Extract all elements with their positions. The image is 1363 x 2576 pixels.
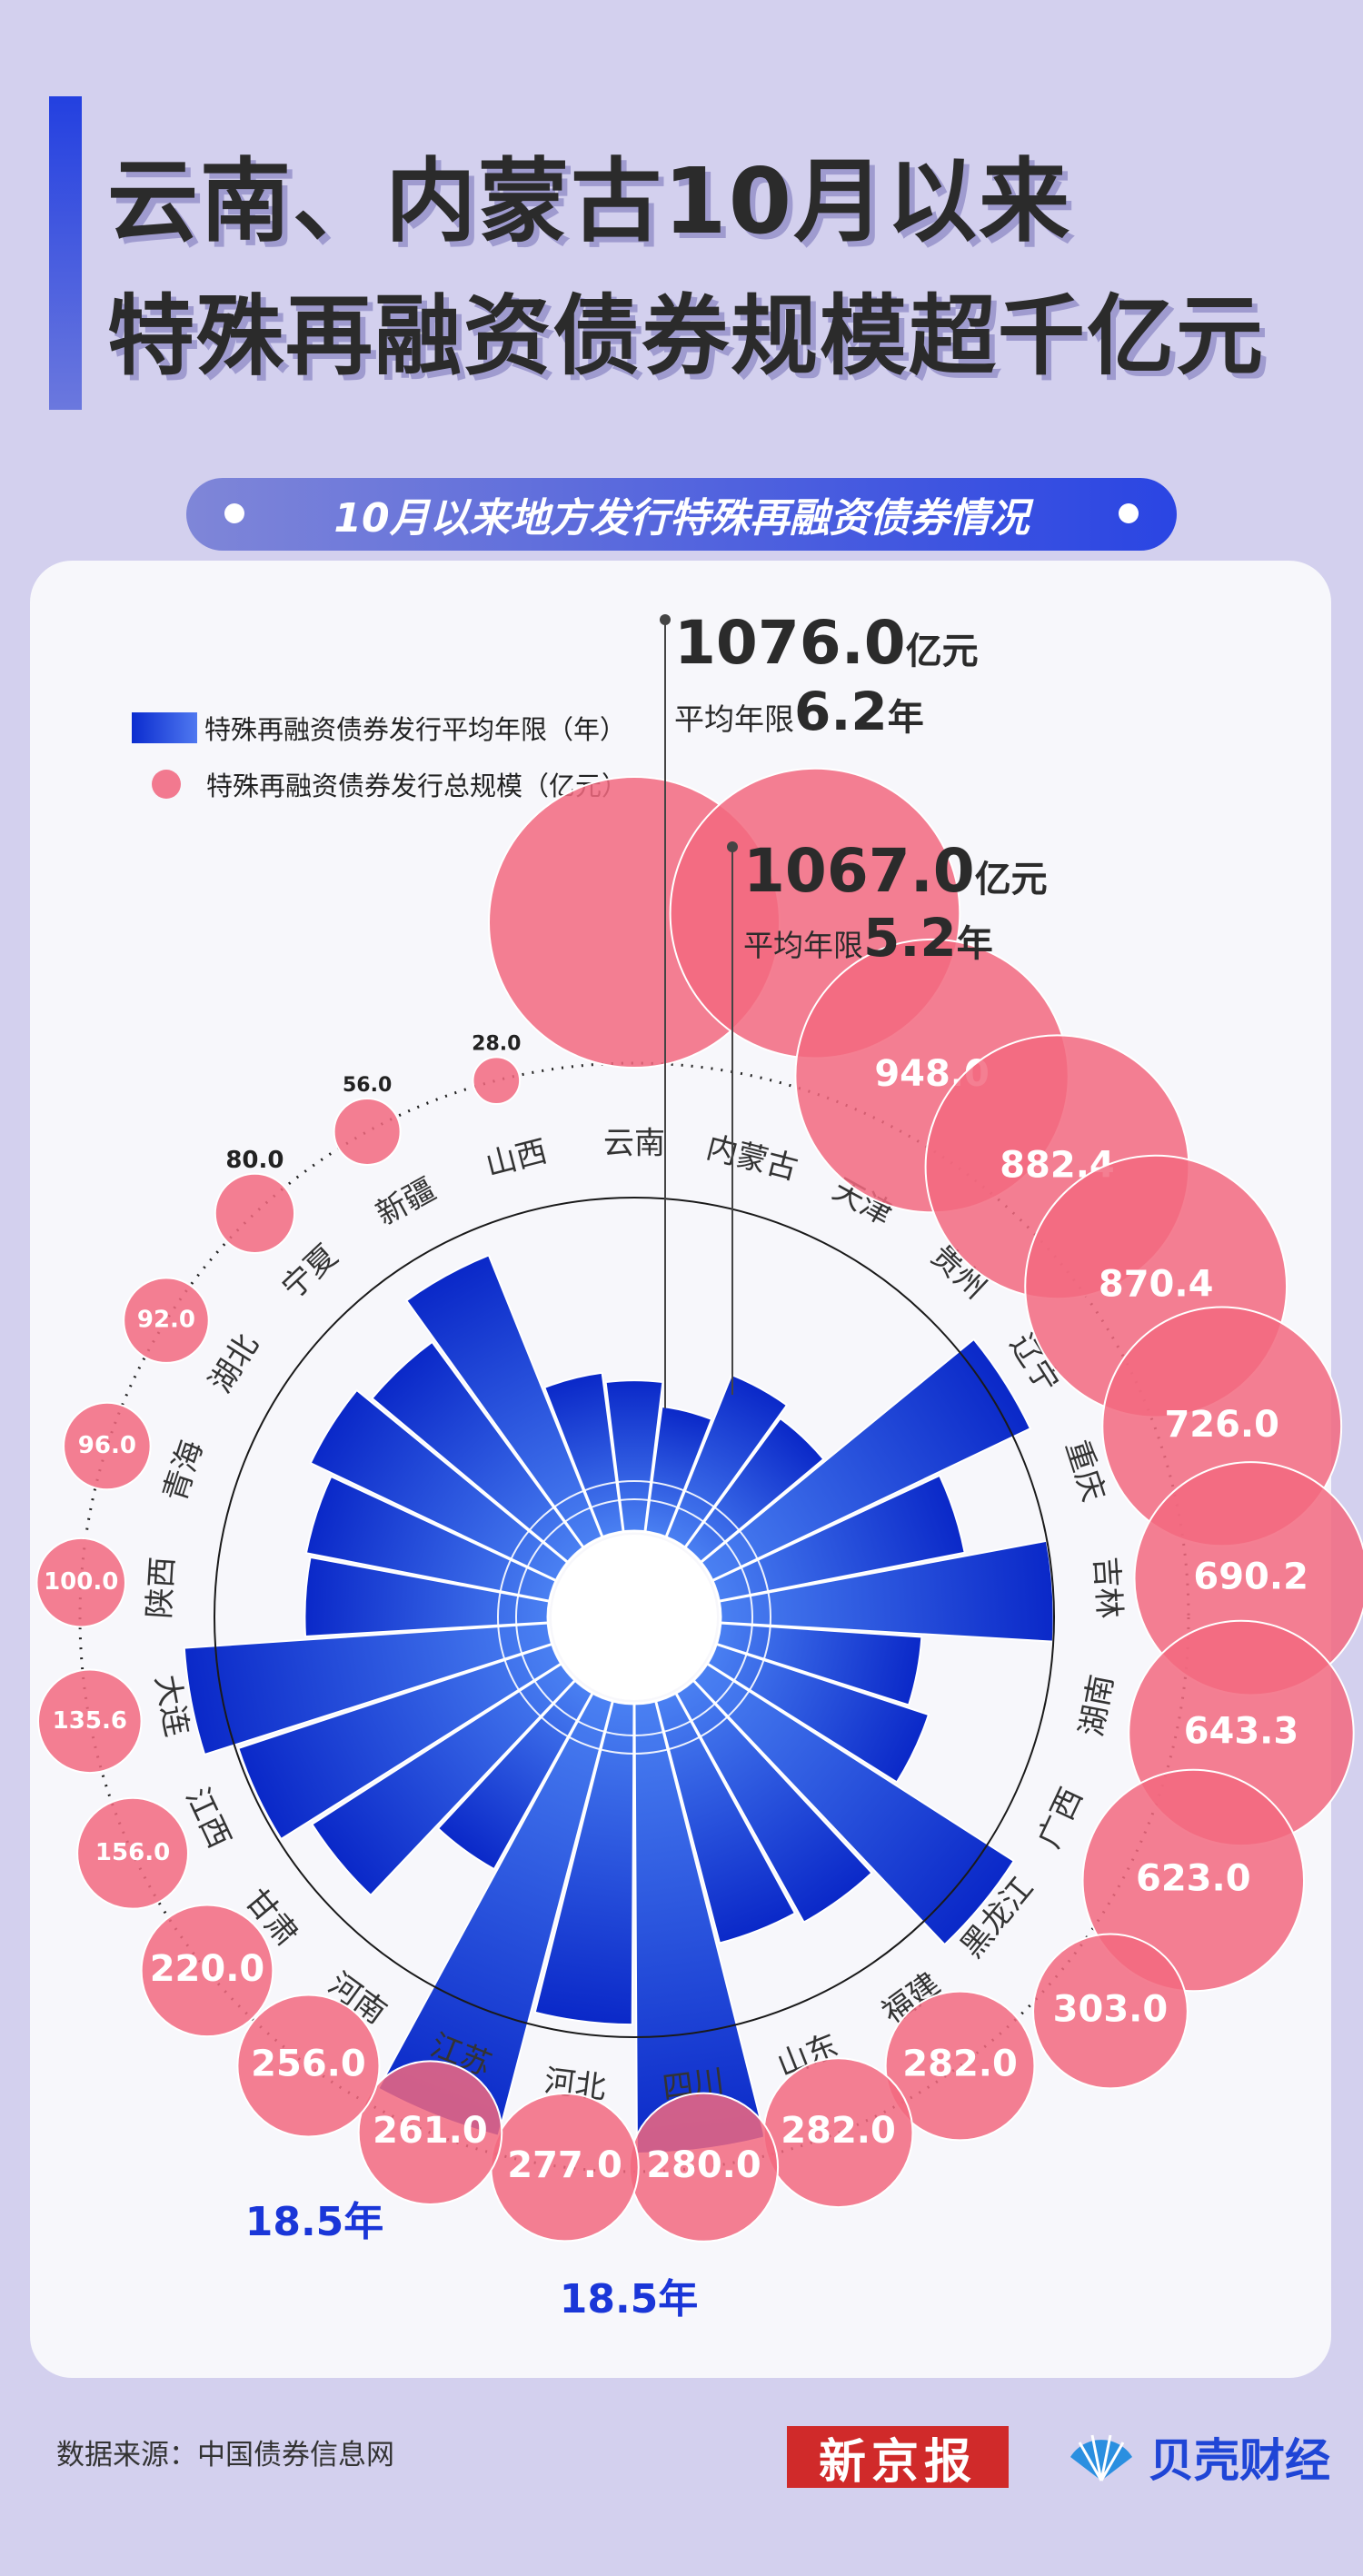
bubble-5e7f897f — [1081, 1768, 1306, 1993]
bubble-6e565317 — [123, 1277, 210, 1364]
bubble-label-6c5f897f: 156.0 — [95, 1839, 170, 1866]
bubble-label-6cb35317: 277.0 — [507, 2144, 622, 2186]
neimenggu-leader-dot — [727, 841, 738, 852]
bubble-label-6c5f82cf: 261.0 — [373, 2110, 488, 2152]
page-title-line1: 云南、内蒙古10月以来 — [107, 148, 1072, 254]
bubble-6c5f897f — [76, 1796, 189, 1910]
bubble-59278fde — [37, 1668, 143, 1775]
category-label-5e7f897f: 广西 — [1031, 1782, 1090, 1854]
beike-logo: 贝壳财经 — [1065, 2424, 1330, 2490]
xinjingbao-logo: 新京报 — [787, 2426, 1009, 2490]
category-label-97526d77: 青海 — [156, 1436, 210, 1506]
category-label-4e915357: 云南 — [603, 1126, 665, 1162]
bubble-label-9655897f: 100.0 — [44, 1568, 118, 1596]
guide-ring-inner-0 — [546, 1529, 722, 1706]
sichuan-years-callout: 18.5年 — [560, 2276, 699, 2322]
beike-logo-text: 贝壳财经 — [1149, 2434, 1330, 2487]
bubble-label-97526d77: 96.0 — [78, 1432, 136, 1459]
bubble-label-6cb35357: 256.0 — [251, 2044, 366, 2085]
bubble-75188083 — [140, 1904, 274, 2038]
bubble-65b07586 — [333, 1097, 402, 1166]
legend-bar-label: 特殊再融资债券发行平均年限（年） — [204, 714, 627, 745]
category-label-54096797: 吉林 — [1087, 1556, 1127, 1619]
bubbles-layer: 948.0882.4870.4726.0690.2643.3623.0303.0… — [35, 767, 1363, 2243]
center-hole — [552, 1535, 717, 1700]
callouts-layer: 1076.0亿元 平均年限6.2年 1067.0亿元 平均年限5.2年 18.5… — [245, 608, 1048, 2322]
chart-subtitle: 10月以来地方发行特殊再融资债券情况 — [333, 495, 1030, 542]
chart-legend: 特殊再融资债券发行平均年限（年） 特殊再融资债券发行总规模（亿元） — [132, 700, 628, 812]
jiangsu-years-callout: 18.5年 — [245, 2199, 384, 2245]
yunnan-leader-dot — [660, 614, 671, 625]
yunnan-years-value: 平均年限6.2年 — [674, 681, 924, 742]
guide-ring-inner-2 — [497, 1480, 771, 1755]
bubble-label-8fbd5b81: 870.4 — [1099, 1264, 1214, 1306]
bubble-label-59278fde: 135.6 — [53, 1707, 127, 1735]
bubble-label-75188083: 220.0 — [150, 1948, 265, 1990]
bubble-798f5efa — [884, 1990, 1036, 2142]
bubble-label-6e565357: 643.3 — [1184, 1710, 1299, 1752]
bubble-label-91cd5e86: 726.0 — [1164, 1404, 1279, 1446]
category-label-6e565357: 湖南 — [1073, 1672, 1120, 1739]
bubble-label-54096797: 690.2 — [1193, 1556, 1308, 1597]
bubble-label-5e7f897f: 623.0 — [1136, 1858, 1251, 1900]
bubble-label-798f5efa: 282.0 — [902, 2044, 1018, 2085]
title-accent-bar — [49, 96, 82, 410]
bubble-9655897f — [35, 1537, 126, 1628]
bubble-5c71897f — [472, 1056, 522, 1105]
bubble-9ed19f996c5f — [1032, 1933, 1189, 2090]
category-label-9655897f: 陕西 — [141, 1556, 181, 1619]
bars-layer — [183, 1254, 1055, 2154]
pill-right-dot — [1119, 503, 1139, 523]
category-label-5185849953e4: 内蒙古 — [702, 1129, 801, 1188]
bubble-label-65b07586: 56.0 — [343, 1074, 392, 1097]
bubble-label-9ed19f996c5f: 303.0 — [1053, 1988, 1169, 2030]
legend-item-bubble: 特殊再融资债券发行总规模（亿元） — [132, 756, 628, 812]
bubble-5b81590f — [214, 1172, 296, 1254]
bubble-97526d77 — [63, 1401, 152, 1491]
neimenggu-amount-value: 1067.0亿元 — [743, 836, 1048, 906]
category-label-65b07586: 新疆 — [370, 1171, 442, 1233]
data-source: 数据来源：中国债券信息网 — [56, 2439, 394, 2472]
bubble-6cb35357 — [236, 1994, 381, 2138]
bubble-label-6e565317: 92.0 — [137, 1307, 195, 1334]
guide-ring-inner-1 — [515, 1498, 753, 1736]
bubble-label-5c71897f: 28.0 — [472, 1032, 521, 1055]
category-label-5c71897f: 山西 — [482, 1133, 551, 1184]
pill-left-dot — [224, 503, 244, 523]
bubble-label-56db5ddd: 280.0 — [646, 2144, 761, 2186]
legend-item-bar: 特殊再融资债券发行平均年限（年） — [132, 700, 628, 756]
shell-icon — [1070, 2434, 1132, 2482]
subtitle-pill: 10月以来地方发行特殊再融资债券情况 — [186, 478, 1177, 551]
legend-bubble-label: 特殊再融资债券发行总规模（亿元） — [206, 771, 629, 801]
yunnan-amount-value: 1076.0亿元 — [674, 608, 979, 678]
label-ring — [214, 1197, 1055, 2038]
legend-bubble-swatch — [152, 770, 181, 799]
neimenggu-years-value: 平均年限5.2年 — [743, 907, 993, 969]
bubble-label-5c714e1c: 282.0 — [781, 2110, 896, 2152]
bubble-label-5b81590f: 80.0 — [225, 1147, 284, 1174]
bubble-6c5f82cf — [357, 2060, 503, 2205]
legend-bar-swatch — [132, 712, 197, 743]
category-label-6e565317: 湖北 — [203, 1328, 266, 1399]
page-title-line2: 特殊再融资债券规模超千亿元 — [107, 285, 1265, 387]
category-label-5b81590f: 宁夏 — [275, 1238, 345, 1307]
